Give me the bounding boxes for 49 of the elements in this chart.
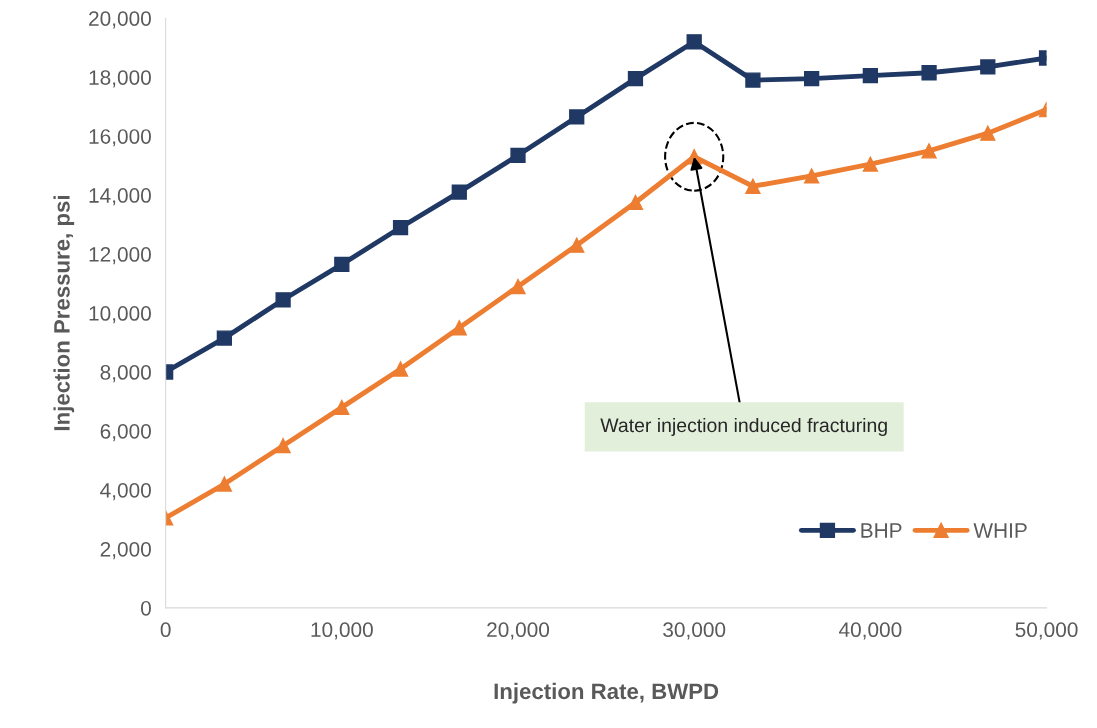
point (510, 147, 526, 163)
point (392, 361, 409, 377)
y-axis-title: Injection Pressure, psi (53, 196, 75, 431)
point (862, 156, 878, 172)
y-tick-label: 2,000 (100, 541, 151, 560)
legend-label: WHIP (973, 523, 1027, 538)
point (275, 292, 291, 308)
point (569, 237, 585, 253)
point (921, 65, 937, 81)
legend-label: BHP (861, 523, 902, 538)
point (627, 71, 644, 87)
point (451, 320, 467, 336)
point (803, 71, 820, 87)
y-tick-label: 16,000 (89, 129, 151, 147)
point (334, 399, 350, 416)
point (510, 278, 526, 295)
point (451, 184, 467, 200)
point (745, 178, 761, 194)
point (980, 125, 996, 141)
y-tick-label: 8,000 (100, 365, 151, 383)
point (862, 68, 878, 84)
point (569, 109, 585, 125)
x-tick-label: 40,000 (838, 622, 902, 640)
point (627, 194, 644, 211)
point (803, 168, 820, 184)
point (980, 59, 996, 75)
y-tick-label: 20,000 (89, 11, 151, 29)
y-tick-label: 12,000 (89, 247, 151, 265)
point (334, 256, 350, 273)
y-tick-label: 14,000 (89, 188, 151, 206)
point (392, 219, 409, 236)
point (921, 143, 937, 159)
y-tick-label: 0 (140, 600, 151, 616)
y-tick-label: 10,000 (89, 306, 151, 324)
x-axis-title: Injection Rate, BWPD (494, 682, 719, 704)
point (216, 476, 233, 492)
y-tick-label: 6,000 (100, 423, 151, 442)
x-tick-label: 30,000 (663, 622, 726, 640)
x-tick-label: 20,000 (487, 622, 550, 640)
x-tick-label: 50,000 (1015, 622, 1078, 640)
point (216, 330, 233, 346)
point (275, 438, 291, 454)
x-tick-label: 10,000 (311, 622, 373, 640)
y-tick-label: 4,000 (100, 482, 151, 501)
y-tick-label: 18,000 (89, 70, 151, 88)
annotation: Water injection induced fracturing (600, 417, 887, 437)
point (745, 72, 761, 88)
point (686, 34, 702, 50)
x-tick-label: 0 (160, 622, 171, 638)
